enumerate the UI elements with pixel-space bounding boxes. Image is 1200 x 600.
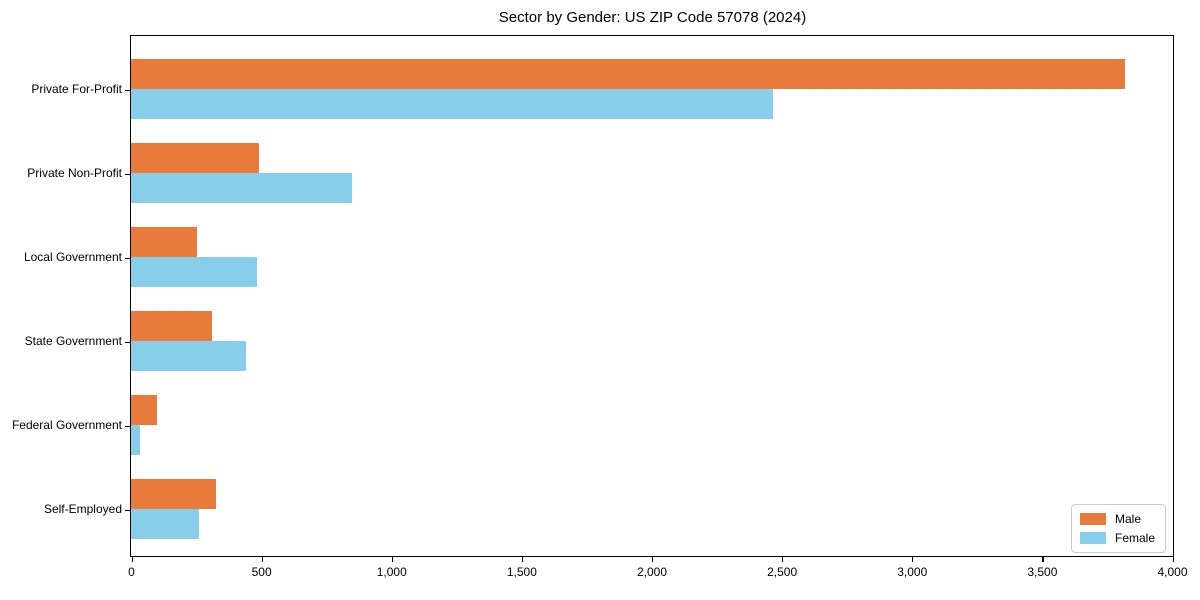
plot-area: Male Female bbox=[130, 35, 1174, 557]
x-tick-3000 bbox=[912, 557, 914, 562]
x-tick-label-500: 500 bbox=[251, 565, 272, 579]
x-tick-label-1000: 1,000 bbox=[376, 565, 407, 579]
legend-swatch-male bbox=[1079, 513, 1106, 525]
y-tick-private-for-profit bbox=[125, 89, 130, 91]
bar-female-state-government bbox=[131, 341, 246, 371]
legend-label-female: Female bbox=[1114, 531, 1155, 545]
bar-female-private-non-profit bbox=[131, 173, 353, 203]
category-label-private-non-profit: Private Non-Profit bbox=[27, 165, 122, 180]
x-tick-label-3500: 3,500 bbox=[1027, 565, 1058, 579]
bar-male-private-non-profit bbox=[131, 143, 259, 173]
y-tick-federal-government bbox=[125, 425, 130, 427]
y-tick-self-employed bbox=[125, 509, 130, 511]
legend-item-female: Female bbox=[1079, 531, 1155, 545]
bar-female-private-for-profit bbox=[131, 89, 773, 119]
bar-male-self-employed bbox=[131, 479, 216, 509]
y-tick-state-government bbox=[125, 341, 130, 343]
x-tick-label-4000: 4,000 bbox=[1157, 565, 1188, 579]
bar-male-federal-government bbox=[131, 395, 158, 425]
category-label-local-government: Local Government bbox=[23, 249, 122, 264]
x-tick-label-2500: 2,500 bbox=[767, 565, 798, 579]
legend-label-male: Male bbox=[1114, 512, 1141, 526]
x-tick-label-0: 0 bbox=[128, 565, 135, 579]
x-tick-label-2000: 2,000 bbox=[636, 565, 668, 579]
legend-swatch-female bbox=[1079, 532, 1106, 544]
x-tick-4000 bbox=[1172, 557, 1174, 562]
bar-female-local-government bbox=[131, 257, 258, 287]
x-tick-3500 bbox=[1042, 557, 1044, 562]
bar-male-private-for-profit bbox=[131, 59, 1126, 89]
x-tick-500 bbox=[261, 557, 263, 562]
bar-female-federal-government bbox=[131, 425, 141, 455]
x-tick-0 bbox=[131, 557, 133, 562]
x-tick-label-3000: 3,000 bbox=[897, 565, 928, 579]
x-tick-2500 bbox=[782, 557, 784, 562]
bar-female-self-employed bbox=[131, 509, 199, 539]
category-label-private-for-profit: Private For-Profit bbox=[31, 81, 122, 96]
bar-male-state-government bbox=[131, 311, 212, 341]
category-label-self-employed: Self-Employed bbox=[43, 501, 122, 516]
bar-male-local-government bbox=[131, 227, 198, 257]
x-tick-1000 bbox=[391, 557, 393, 562]
x-tick-1500 bbox=[521, 557, 524, 562]
y-tick-local-government bbox=[125, 257, 130, 259]
x-tick-2000 bbox=[652, 557, 654, 562]
chart-title: Sector by Gender: US ZIP Code 57078 (202… bbox=[498, 9, 807, 26]
y-tick-private-non-profit bbox=[125, 173, 130, 175]
category-label-state-government: State Government bbox=[24, 333, 122, 348]
legend: Male Female bbox=[1070, 504, 1166, 553]
category-label-federal-government: Federal Government bbox=[11, 417, 122, 432]
x-tick-label-1500: 1,500 bbox=[506, 565, 537, 579]
legend-item-male: Male bbox=[1079, 512, 1155, 526]
